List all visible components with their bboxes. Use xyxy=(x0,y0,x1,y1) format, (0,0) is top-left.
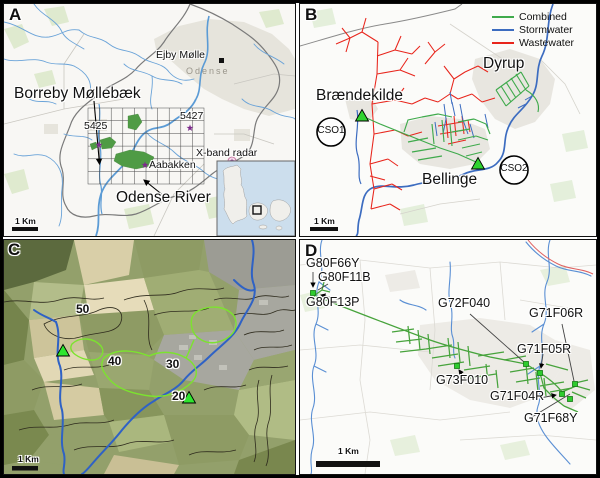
station-g71f04r-label: G71F04R xyxy=(490,389,545,403)
cso2-circle xyxy=(499,155,529,185)
elevation-contours xyxy=(4,287,295,467)
station-g71f06r-label: G71F06R xyxy=(529,306,584,320)
cso1-circle xyxy=(316,117,346,147)
braendekilde-label: Brændekilde xyxy=(316,87,404,104)
panel-letter: C xyxy=(8,240,21,259)
cso2-triangle-icon xyxy=(181,390,197,404)
green-land-patches xyxy=(310,8,588,226)
contour-20-label: 20 xyxy=(172,389,186,403)
legend-item-combined: Combined xyxy=(492,11,574,23)
jutland-landmass xyxy=(222,164,248,225)
combined-network xyxy=(311,281,591,413)
scale-bar xyxy=(316,461,380,467)
combined-line-swatch xyxy=(492,15,514,19)
contour-40-label: 40 xyxy=(108,354,122,368)
ejby-molle-marker xyxy=(219,58,224,63)
panel-letter: D xyxy=(305,241,318,260)
panel-a-map-canvas xyxy=(4,4,295,236)
panel-letter: B xyxy=(305,5,318,24)
station-g80f66y-label: G80F66Y xyxy=(306,256,360,270)
stormwater-line-swatch xyxy=(492,28,514,32)
station-g71f05r-label: G71F05R xyxy=(517,342,572,356)
urban-areas xyxy=(44,19,295,141)
station-g73f010-label: G73F010 xyxy=(436,373,489,387)
bellinge-label: Bellinge xyxy=(422,171,478,188)
contour-50-label: 50 xyxy=(76,302,90,316)
station-g72f040-label: G72F040 xyxy=(438,296,491,310)
streams xyxy=(4,4,295,227)
roads xyxy=(4,33,295,236)
station-g80f11b-label: G80F11B xyxy=(318,270,371,284)
stormwater-network xyxy=(434,91,533,139)
catchment-boundary xyxy=(59,4,281,218)
panel-letter: A xyxy=(9,5,22,24)
gauge-5425-label: 5425 xyxy=(84,120,108,132)
odense-river-upper xyxy=(195,15,210,100)
boundary-line-red xyxy=(527,240,594,275)
odense-river-label: Odense River xyxy=(116,189,211,206)
ejby-molle-label: Ejby Mølle xyxy=(156,49,206,61)
xband-radar-label: X-band radar xyxy=(196,147,258,159)
study-area-box xyxy=(252,205,262,215)
panel-c-map-canvas xyxy=(4,240,295,474)
cso2-label: CSO2 xyxy=(500,163,528,174)
catchment-outline xyxy=(70,306,237,398)
legend-label-stormwater: Stormwater xyxy=(519,24,573,36)
panel-d-station-map: D G80F66Y G80F11B G80F13P G72F040 G71F06… xyxy=(299,239,597,475)
legend-label-combined: Combined xyxy=(519,11,567,23)
station-g80f13p-label: G80F13P xyxy=(306,295,360,309)
borreby-stream xyxy=(97,103,103,215)
scale-label: 1 Km xyxy=(338,446,359,456)
roads xyxy=(300,259,596,474)
denmark-inset-map xyxy=(216,160,295,236)
odense-river-arrow xyxy=(143,179,165,197)
combined-network xyxy=(361,71,540,163)
scale-bar xyxy=(310,227,338,231)
municipal-boundary xyxy=(300,4,463,47)
panel-c-satellite-contour-map: C 50 40 30 20 1 Km xyxy=(3,239,296,475)
satellite-field-patches xyxy=(4,240,295,474)
wastewater-line-swatch xyxy=(492,41,514,45)
panel-d-map-canvas xyxy=(300,240,596,474)
station-leader-lines xyxy=(310,272,575,418)
odense-city-label: Odense xyxy=(186,66,230,76)
zealand-landmass xyxy=(269,199,291,222)
scale-label: 1 Km xyxy=(314,216,335,226)
cso1-label: CSO1 xyxy=(317,125,345,136)
legend-item-wastewater: Wastewater xyxy=(492,37,574,49)
gauge-5427-label: 5427 xyxy=(180,110,204,122)
scale-bar xyxy=(12,466,38,471)
scale-label: 1 Km xyxy=(15,216,36,226)
tributary xyxy=(355,109,362,185)
contour-30-label: 30 xyxy=(166,357,180,371)
wastewater-network xyxy=(335,17,496,211)
panel-a-overview-map: A Ejby Mølle Odense Borreby Møllebæk 542… xyxy=(3,3,296,237)
borreby-arrow xyxy=(93,100,103,166)
dyrup-label: Dyrup xyxy=(483,55,525,72)
station-nodes xyxy=(310,290,578,402)
borreby-mollebaek-label: Borreby Møllebæk xyxy=(14,85,141,102)
panel-b-sewer-network-map: B Combined Stormwater Wastewater Dyrup B… xyxy=(299,3,597,237)
legend: Combined Stormwater Wastewater xyxy=(492,11,574,49)
scale-bar xyxy=(12,227,38,231)
legend-label-wastewater: Wastewater xyxy=(519,37,575,49)
cso2-triangle-icon xyxy=(470,156,486,170)
cso1-triangle-icon xyxy=(354,108,370,122)
cso1-triangle-icon xyxy=(55,343,71,357)
roads xyxy=(399,23,581,215)
legend-item-stormwater: Stormwater xyxy=(492,24,574,36)
scale-label: 1 Km xyxy=(18,454,39,464)
panel-b-map-canvas xyxy=(300,4,596,236)
river xyxy=(355,4,554,236)
aabakken-label: Aabakken xyxy=(149,159,196,171)
station-g71f68y-label: G71F68Y xyxy=(524,411,578,425)
